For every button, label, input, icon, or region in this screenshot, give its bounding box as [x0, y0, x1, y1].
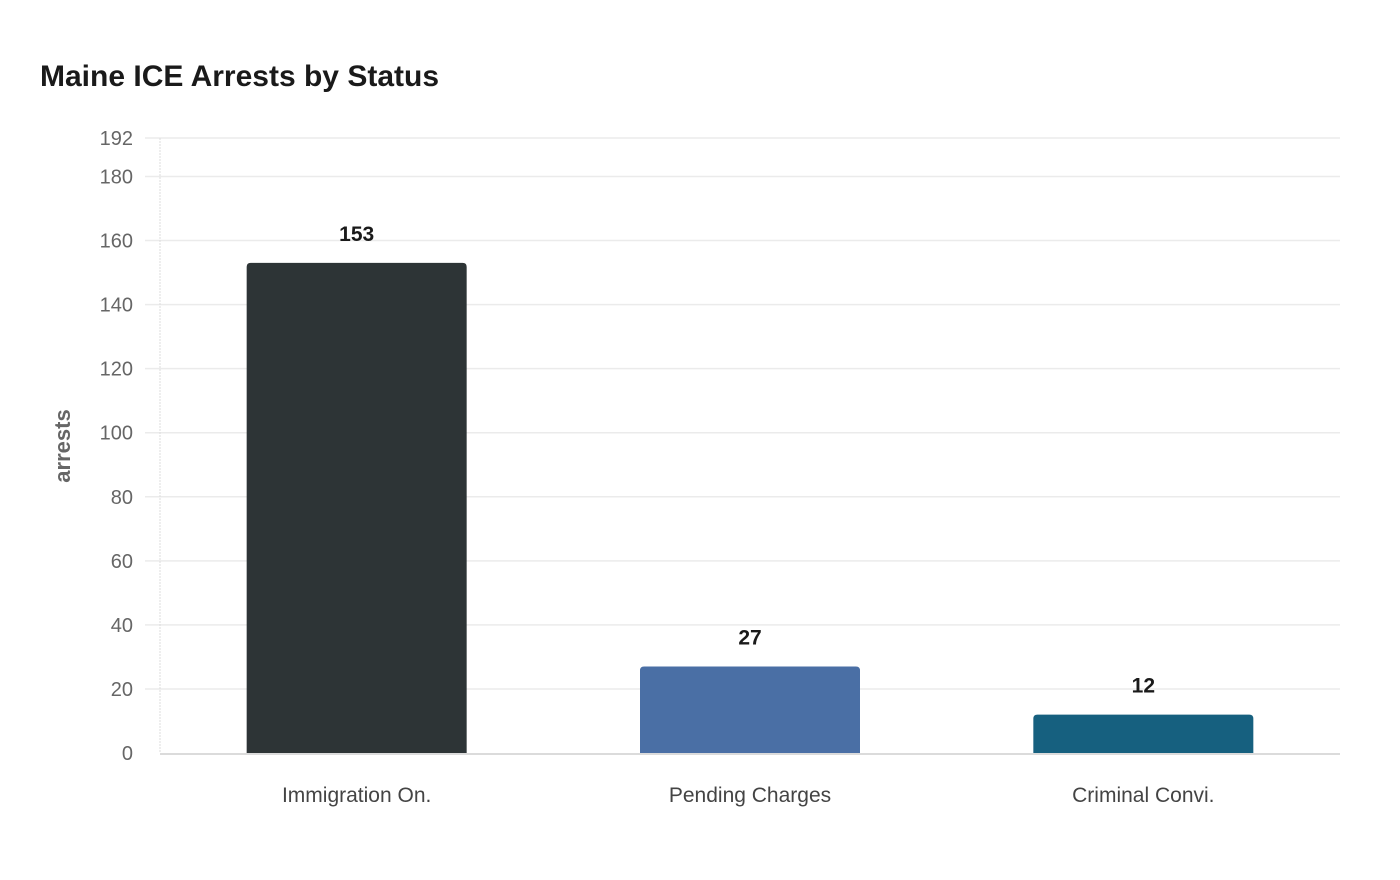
- y-tick-label: 60: [111, 551, 133, 573]
- y-tick-label: 40: [111, 615, 133, 637]
- x-tick-label: Pending Charges: [669, 784, 831, 807]
- y-tick-label: 192: [100, 128, 133, 150]
- bar: [1033, 714, 1254, 753]
- x-tick-label: Immigration On.: [282, 784, 431, 807]
- bar-value-label: 27: [738, 627, 761, 650]
- y-tick-label: 180: [100, 166, 133, 188]
- y-axis-label: arrests: [50, 409, 75, 482]
- y-tick-label: 140: [100, 295, 133, 317]
- bar: [246, 262, 467, 753]
- chart-title: Maine ICE Arrests by Status: [40, 60, 440, 93]
- x-tick-label: Criminal Convi.: [1072, 784, 1214, 807]
- bar-value-label: 12: [1132, 675, 1155, 698]
- y-tick-label: 160: [100, 231, 133, 253]
- y-tick-label: 0: [122, 743, 133, 765]
- y-tick-label: 100: [100, 423, 133, 445]
- bar-value-label: 153: [339, 223, 374, 246]
- bar: [640, 666, 860, 753]
- y-tick-label: 120: [100, 359, 133, 381]
- y-tick-label: 20: [111, 679, 133, 701]
- y-tick-label: 80: [111, 487, 133, 509]
